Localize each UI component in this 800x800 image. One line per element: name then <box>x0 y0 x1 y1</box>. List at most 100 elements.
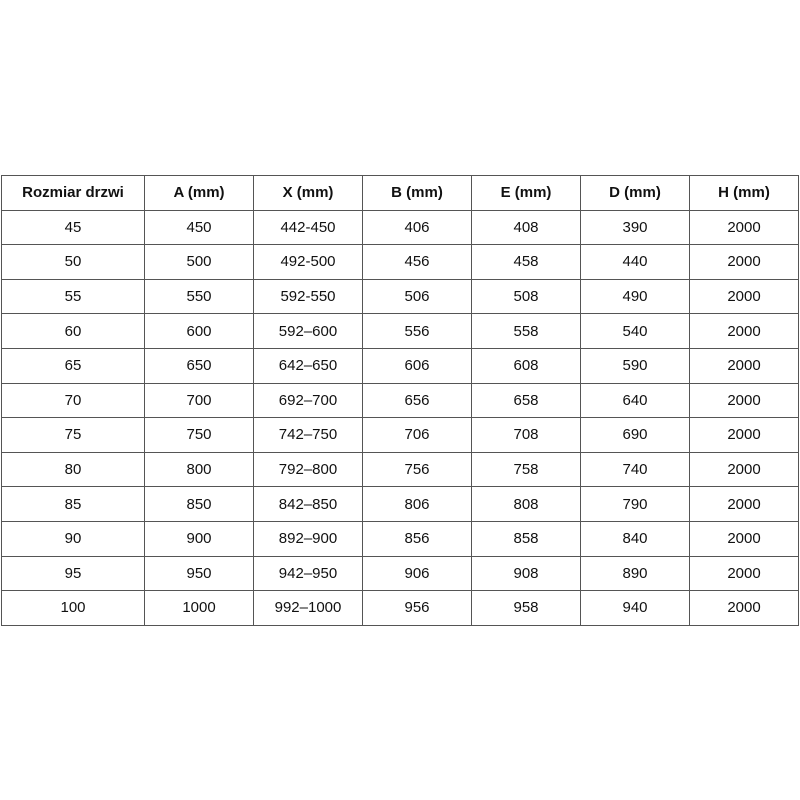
table-row: 85 850 842–850 806 808 790 2000 <box>1 486 799 522</box>
table-cell: 592-550 <box>253 278 363 315</box>
table-cell: 2000 <box>689 520 799 557</box>
table-cell: 2000 <box>689 590 799 626</box>
table-cell: 506 <box>362 278 472 315</box>
table-cell: 758 <box>471 451 581 488</box>
table-cell: 490 <box>580 278 690 315</box>
table-cell: 456 <box>362 244 472 280</box>
table-cell: 590 <box>580 347 690 384</box>
table-row: 45 450 442-450 406 408 390 2000 <box>1 209 799 246</box>
table-cell: 906 <box>362 555 472 592</box>
table-cell: 408 <box>471 209 581 246</box>
table-cell: 1000 <box>144 590 254 626</box>
table-row: 65 650 642–650 606 608 590 2000 <box>1 347 799 384</box>
table-cell: 55 <box>1 278 145 315</box>
table-cell: 956 <box>362 590 472 626</box>
column-header: X (mm) <box>253 175 363 211</box>
table-cell: 390 <box>580 209 690 246</box>
table-cell: 2000 <box>689 313 799 349</box>
table-cell: 508 <box>471 278 581 315</box>
table-cell: 858 <box>471 520 581 557</box>
table-cell: 750 <box>144 417 254 453</box>
table-cell: 642–650 <box>253 347 363 384</box>
table-cell: 800 <box>144 451 254 488</box>
table-cell: 2000 <box>689 451 799 488</box>
table-cell: 850 <box>144 486 254 522</box>
table-cell: 60 <box>1 313 145 349</box>
table-cell: 958 <box>471 590 581 626</box>
table-cell: 2000 <box>689 347 799 384</box>
column-header: Rozmiar drzwi <box>1 175 145 211</box>
column-header: H (mm) <box>689 175 799 211</box>
table-row: 75 750 742–750 706 708 690 2000 <box>1 417 799 453</box>
column-header: D (mm) <box>580 175 690 211</box>
table-cell: 756 <box>362 451 472 488</box>
table-cell: 75 <box>1 417 145 453</box>
table-cell: 50 <box>1 244 145 280</box>
table-row: 60 600 592–600 556 558 540 2000 <box>1 313 799 349</box>
table-cell: 558 <box>471 313 581 349</box>
table-cell: 65 <box>1 347 145 384</box>
table-cell: 700 <box>144 382 254 419</box>
table-cell: 856 <box>362 520 472 557</box>
table-cell: 706 <box>362 417 472 453</box>
table-cell: 656 <box>362 382 472 419</box>
table-cell: 690 <box>580 417 690 453</box>
table-cell: 80 <box>1 451 145 488</box>
table-cell: 658 <box>471 382 581 419</box>
table-cell: 840 <box>580 520 690 557</box>
table-cell: 2000 <box>689 555 799 592</box>
table-cell: 950 <box>144 555 254 592</box>
table-cell: 442-450 <box>253 209 363 246</box>
table-cell: 90 <box>1 520 145 557</box>
table-cell: 540 <box>580 313 690 349</box>
table-cell: 406 <box>362 209 472 246</box>
table-cell: 940 <box>580 590 690 626</box>
table-cell: 806 <box>362 486 472 522</box>
table-cell: 692–700 <box>253 382 363 419</box>
table-cell: 790 <box>580 486 690 522</box>
table-cell: 440 <box>580 244 690 280</box>
table-cell: 2000 <box>689 486 799 522</box>
table-cell: 900 <box>144 520 254 557</box>
table-cell: 942–950 <box>253 555 363 592</box>
table-cell: 606 <box>362 347 472 384</box>
table-cell: 992–1000 <box>253 590 363 626</box>
table-cell: 2000 <box>689 278 799 315</box>
table-row: 90 900 892–900 856 858 840 2000 <box>1 520 799 557</box>
table-cell: 95 <box>1 555 145 592</box>
table-cell: 892–900 <box>253 520 363 557</box>
table-cell: 2000 <box>689 209 799 246</box>
table-cell: 70 <box>1 382 145 419</box>
table-row: 70 700 692–700 656 658 640 2000 <box>1 382 799 419</box>
table-cell: 808 <box>471 486 581 522</box>
table-cell: 742–750 <box>253 417 363 453</box>
table-cell: 650 <box>144 347 254 384</box>
table-row: 100 1000 992–1000 956 958 940 2000 <box>1 590 799 626</box>
table-cell: 458 <box>471 244 581 280</box>
table-row: 50 500 492-500 456 458 440 2000 <box>1 244 799 280</box>
table-cell: 600 <box>144 313 254 349</box>
table-cell: 2000 <box>689 417 799 453</box>
table-cell: 792–800 <box>253 451 363 488</box>
table-cell: 842–850 <box>253 486 363 522</box>
table-cell: 100 <box>1 590 145 626</box>
column-header: B (mm) <box>362 175 472 211</box>
table-cell: 550 <box>144 278 254 315</box>
table-cell: 592–600 <box>253 313 363 349</box>
column-header: A (mm) <box>144 175 254 211</box>
table-cell: 640 <box>580 382 690 419</box>
column-header: E (mm) <box>471 175 581 211</box>
table-cell: 85 <box>1 486 145 522</box>
table-cell: 740 <box>580 451 690 488</box>
table-cell: 492-500 <box>253 244 363 280</box>
table-cell: 45 <box>1 209 145 246</box>
table-cell: 890 <box>580 555 690 592</box>
table-row: 55 550 592-550 506 508 490 2000 <box>1 278 799 315</box>
table-cell: 608 <box>471 347 581 384</box>
table-cell: 708 <box>471 417 581 453</box>
header-row: Rozmiar drzwi A (mm) X (mm) B (mm) E (mm) D (… <box>1 175 799 211</box>
table-row: 95 950 942–950 906 908 890 2000 <box>1 555 799 592</box>
table-cell: 2000 <box>689 382 799 419</box>
table-cell: 450 <box>144 209 254 246</box>
table-cell: 908 <box>471 555 581 592</box>
